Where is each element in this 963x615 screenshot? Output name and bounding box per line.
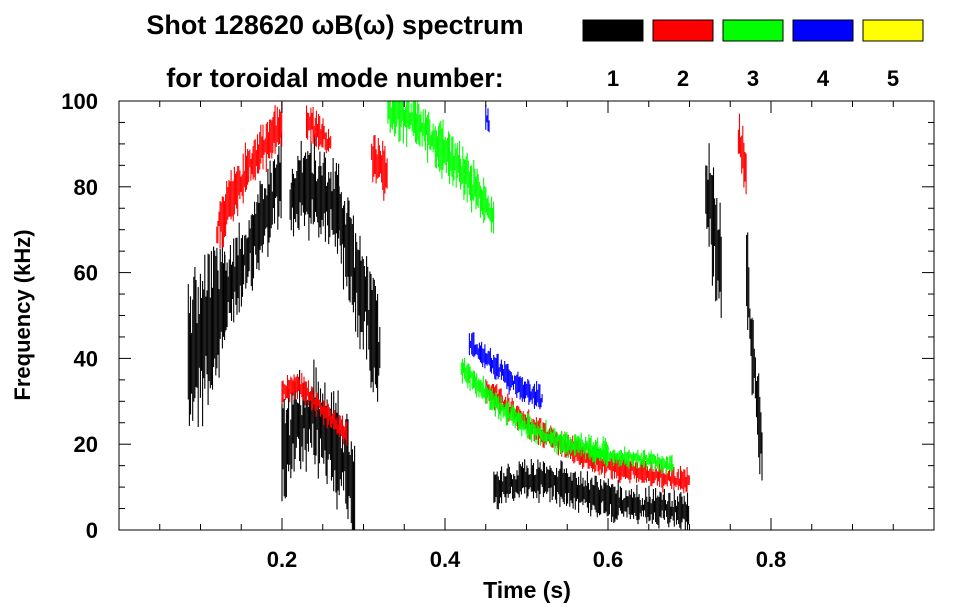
mode-1-feature (746, 232, 763, 481)
mode-1-feature (338, 186, 381, 402)
y-tick-label: 40 (74, 346, 98, 371)
x-tick-label: 0.6 (593, 547, 624, 572)
mode-2-feature (305, 105, 332, 154)
y-axis-label: Frequency (kHz) (10, 229, 35, 400)
axes: 0.2 0.4 0.6 0.8 0 20 40 60 80 100 (61, 89, 934, 572)
mode-3-feature (460, 358, 609, 467)
mode-1-feature (705, 143, 722, 318)
mode-2-feature (737, 113, 747, 195)
legend-swatch-4 (792, 19, 854, 42)
legend-swatch-3 (722, 19, 784, 42)
chart-subtitle: for toroidal mode number: (166, 63, 504, 93)
mode-3-feature (387, 101, 495, 234)
x-axis-label: Time (s) (483, 577, 571, 603)
legend-swatch-2 (652, 19, 714, 42)
y-tick-label: 60 (74, 261, 98, 286)
y-tick-label: 0 (86, 518, 98, 543)
x-tick-label: 0.8 (756, 547, 787, 572)
mode-1-feature (493, 459, 690, 530)
legend-label-5: 5 (887, 66, 899, 91)
chart-title: Shot 128620 ωB(ω) spectrum (146, 10, 523, 40)
mode-4-feature (468, 332, 543, 410)
legend: 1 2 3 4 5 (582, 19, 924, 91)
legend-label-3: 3 (747, 66, 759, 91)
legend-swatch-5 (862, 19, 924, 42)
y-tick-label: 100 (61, 89, 98, 114)
x-tick-label: 0.2 (267, 547, 298, 572)
legend-label-2: 2 (677, 66, 689, 91)
y-tick-label: 80 (74, 175, 98, 200)
mode-1-feature (224, 133, 282, 333)
mode-2-feature (216, 102, 283, 249)
spectrum-marks (187, 101, 763, 530)
mode-1-feature (187, 231, 226, 427)
legend-label-1: 1 (607, 66, 619, 91)
mode-2-feature (371, 135, 388, 201)
mode-1-feature (289, 133, 340, 254)
legend-label-4: 4 (817, 66, 830, 91)
x-tick-label: 0.4 (430, 547, 461, 572)
mode-3-feature (591, 445, 674, 475)
legend-swatch-1 (582, 19, 644, 42)
y-tick-label: 20 (74, 432, 98, 457)
mode-4-feature (485, 104, 490, 133)
mode-2-feature (281, 372, 348, 446)
